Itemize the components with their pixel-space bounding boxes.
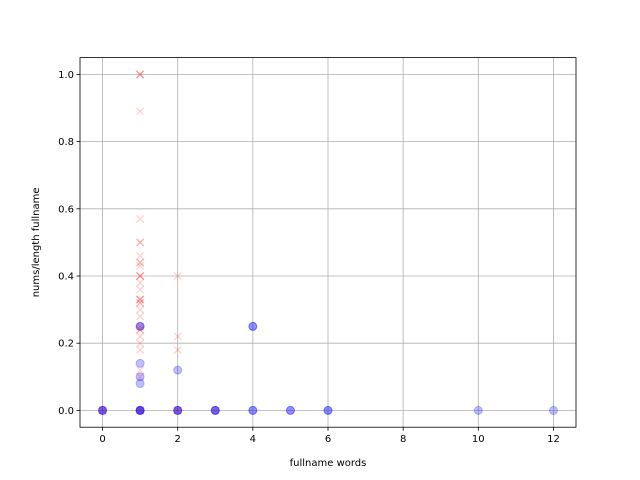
x-tick-label: 8 bbox=[400, 434, 406, 445]
data-point-circle bbox=[135, 321, 145, 331]
data-point-x bbox=[136, 406, 145, 415]
data-point-circle bbox=[135, 405, 145, 415]
grid-layer bbox=[80, 57, 576, 428]
x-tick-label: 10 bbox=[472, 434, 485, 445]
y-tick-label: 0.6 bbox=[58, 204, 74, 215]
data-point-x bbox=[136, 325, 145, 334]
data-point-circle bbox=[98, 405, 108, 415]
data-point-x bbox=[136, 261, 145, 270]
data-point-x bbox=[136, 70, 145, 79]
data-point-x bbox=[173, 406, 182, 415]
data-point-circle bbox=[135, 405, 145, 415]
data-point-circle bbox=[135, 372, 145, 382]
data-point-x bbox=[98, 406, 107, 415]
data-point-x bbox=[136, 298, 145, 307]
data-point-circle bbox=[210, 405, 220, 415]
data-point-x bbox=[136, 238, 145, 247]
data-point-x bbox=[136, 332, 145, 341]
data-point-circle bbox=[323, 405, 333, 415]
data-point-circle bbox=[173, 405, 183, 415]
data-point-x bbox=[136, 406, 145, 415]
x-tick-label: 2 bbox=[175, 434, 181, 445]
data-point-x bbox=[136, 258, 145, 267]
data-point-x bbox=[136, 372, 145, 381]
y-tick-label: 1.0 bbox=[58, 70, 74, 81]
data-point-circle bbox=[210, 405, 220, 415]
data-point-circle bbox=[173, 405, 183, 415]
data-point-circle bbox=[210, 405, 220, 415]
data-point-circle bbox=[248, 405, 258, 415]
data-point-x bbox=[136, 295, 145, 304]
y-tick-label: 0.0 bbox=[58, 406, 74, 417]
data-point-circle bbox=[248, 321, 258, 331]
data-point-circle bbox=[285, 405, 295, 415]
y-tick-label: 0.8 bbox=[58, 137, 74, 148]
data-point-circle bbox=[473, 405, 483, 415]
data-point-circle bbox=[173, 365, 183, 375]
y-tick-label: 0.2 bbox=[58, 339, 74, 350]
y-axis-label: nums/length fullname bbox=[31, 187, 42, 297]
data-point-x bbox=[173, 406, 182, 415]
data-point-x bbox=[136, 298, 145, 307]
data-point-x bbox=[136, 271, 145, 281]
data-point-x bbox=[173, 332, 182, 341]
data-point-x bbox=[136, 258, 145, 267]
data-point-circle bbox=[98, 405, 108, 415]
data-point-circle bbox=[135, 321, 145, 331]
data-point-x bbox=[173, 271, 182, 281]
data-point-x bbox=[136, 271, 145, 281]
x-axis-label: fullname words bbox=[290, 458, 367, 469]
data-point-circle bbox=[135, 405, 145, 415]
data-point-x bbox=[136, 107, 145, 116]
x-tick-label: 12 bbox=[547, 434, 560, 445]
data-point-x bbox=[136, 251, 145, 260]
x-tick-label: 4 bbox=[250, 434, 256, 445]
data-point-x bbox=[136, 278, 145, 287]
data-point-x bbox=[136, 70, 145, 79]
data-point-x bbox=[136, 339, 145, 348]
data-point-circle bbox=[548, 405, 558, 415]
data-point-x bbox=[136, 312, 145, 321]
data-point-circle bbox=[135, 379, 145, 389]
x-tick-label: 0 bbox=[99, 434, 105, 445]
data-point-x bbox=[136, 214, 145, 223]
data-point-x bbox=[136, 345, 145, 354]
data-point-x bbox=[136, 305, 145, 314]
marks-layer bbox=[98, 70, 558, 415]
data-point-circle bbox=[323, 405, 333, 415]
data-point-x bbox=[173, 345, 182, 354]
data-point-circle bbox=[248, 321, 258, 331]
data-point-x bbox=[136, 271, 145, 281]
data-point-circle bbox=[135, 405, 145, 415]
data-point-x bbox=[136, 295, 145, 304]
data-point-x bbox=[136, 366, 145, 375]
data-point-x bbox=[98, 406, 107, 415]
data-point-x bbox=[136, 70, 145, 79]
data-point-circle bbox=[248, 405, 258, 415]
data-point-circle bbox=[285, 405, 295, 415]
data-point-x bbox=[211, 406, 220, 415]
data-point-x bbox=[136, 238, 145, 247]
y-tick-label: 0.4 bbox=[58, 272, 74, 283]
data-point-x bbox=[136, 325, 145, 334]
data-point-x bbox=[136, 322, 145, 331]
data-point-x bbox=[136, 295, 145, 304]
x-tick-label: 6 bbox=[325, 434, 331, 445]
data-point-x bbox=[136, 285, 145, 294]
data-point-circle bbox=[173, 405, 183, 415]
data-point-circle bbox=[98, 405, 108, 415]
ticks-layer: 0 2 4 6 8 10 12 0.0 0.2 0.4 0.6 0.8 1.0 bbox=[58, 70, 560, 445]
data-point-circle bbox=[135, 358, 145, 368]
